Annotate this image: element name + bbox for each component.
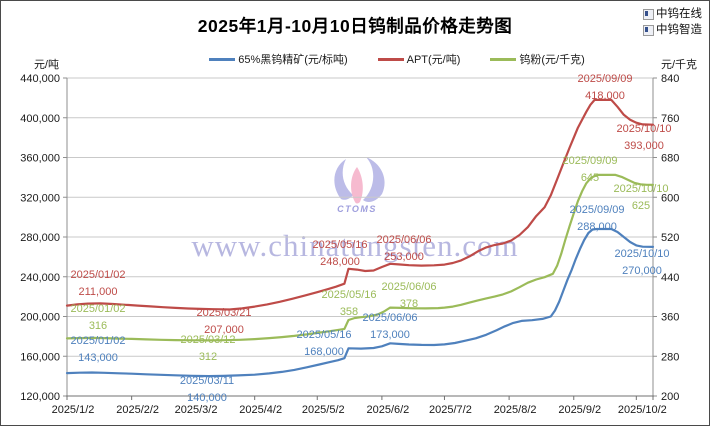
ctoms-logo: CTOMS [334, 157, 385, 214]
annotation-value: 211,000 [79, 286, 118, 298]
annotation-value: 288,000 [577, 221, 617, 233]
annotation-date: 2025/09/09 [569, 204, 624, 216]
y-axis-tick-label-right: 200 [661, 391, 679, 403]
legend-label: APT(元/吨) [406, 54, 461, 66]
x-axis-tick-label: 2025/7/2 [429, 404, 472, 416]
chart-title: 2025年1月-10月10日钨制品价格走势图 [197, 16, 513, 36]
y-axis-tick-label-right: 760 [661, 113, 679, 125]
annotation-value: 312 [199, 351, 217, 363]
annotation-date: 2025/09/09 [577, 73, 632, 85]
annotation-date: 2025/03/12 [180, 334, 235, 346]
y-axis-tick-label-right: 280 [661, 351, 679, 363]
legend-label: 65%黑钨精矿(元/标吨) [238, 54, 348, 66]
annotation-value: 358 [340, 306, 358, 318]
y-axis-tick-label-right: 840 [661, 73, 679, 85]
right-axis-unit: 元/千克 [661, 59, 698, 71]
legend-item-1: APT(元/吨) [377, 51, 461, 67]
annotation-value: 378 [400, 298, 418, 310]
annotation-date: 2025/01/02 [70, 303, 125, 315]
y-axis-tick-label-left: 160,000 [20, 351, 60, 363]
series-line-2 [65, 173, 655, 342]
annotation-date: 2025/05/16 [296, 329, 351, 341]
y-axis-tick-label-left: 280,000 [20, 232, 60, 244]
logo-right-petal [363, 157, 385, 202]
brand-label: 中钨在线 [656, 8, 702, 20]
annotation-value: 140,000 [187, 392, 227, 404]
logo-center-petal [351, 167, 363, 204]
brand-label: 中钨智造 [656, 24, 702, 36]
y-axis-tick-label-left: 120,000 [20, 391, 60, 403]
y-axis-tick-label-right: 360 [661, 312, 679, 324]
annotation-date: 2025/09/09 [562, 155, 617, 167]
annotation-value: 168,000 [304, 346, 344, 358]
logo-text: CTOMS [337, 204, 377, 214]
annotation-value: 393,000 [624, 140, 664, 152]
annotation-value: 316 [89, 320, 107, 332]
annotation-value: 645 [581, 172, 599, 184]
annotation-value: 173,000 [370, 329, 410, 341]
x-axis-tick-label: 2025/1/2 [52, 404, 95, 416]
legend-swatch [209, 57, 236, 61]
brand-link-smart[interactable]: 中钨智造 [643, 22, 702, 38]
annotation-date: 2025/03/11 [180, 375, 234, 387]
legend-swatch [377, 57, 404, 61]
x-axis-tick-label: 2025/10/2 [618, 404, 667, 416]
annotation-date: 2025/01/02 [70, 269, 125, 281]
brand-links: 中钨在线 中钨智造 [643, 6, 702, 38]
annotation-value: 270,000 [622, 265, 662, 277]
watermark-text: www.chinatungsten.com [191, 228, 519, 263]
y-axis-tick-label-left: 360,000 [20, 153, 60, 165]
annotation-date: 2025/10/10 [613, 183, 668, 195]
x-axis-tick-label: 2025/4/2 [239, 404, 282, 416]
x-axis-tick-label: 2025/9/2 [558, 404, 601, 416]
x-axis-tick-label: 2025/2/2 [116, 404, 159, 416]
annotation-value: 418,000 [585, 90, 625, 102]
y-axis-tick-label-right: 440 [661, 272, 679, 284]
legend-label: 钨粉(元/千克) [519, 54, 585, 66]
annotation-value: 143,000 [78, 352, 118, 364]
annotation-date: 2025/01/02 [70, 335, 125, 347]
favicon-icon [643, 24, 654, 36]
annotation-date: 2025/03/21 [196, 307, 251, 319]
series-line-0 [65, 227, 655, 378]
x-axis-tick-label: 2025/6/2 [366, 404, 409, 416]
y-axis-tick-label-left: 320,000 [20, 192, 60, 204]
series-line-1 [65, 98, 655, 311]
annotation-value: 207,000 [204, 324, 244, 336]
annotation-date: 2025/06/06 [376, 234, 431, 246]
y-axis-tick-label-right: 520 [661, 232, 679, 244]
legend-item-2: 钨粉(元/千克) [490, 51, 585, 67]
y-axis-tick-label-left: 200,000 [20, 312, 60, 324]
y-axis-tick-label-left: 440,000 [20, 73, 60, 85]
left-axis-unit: 元/吨 [33, 59, 59, 71]
x-axis-tick-label: 2025/8/2 [494, 404, 537, 416]
annotation-date: 2025/05/16 [321, 289, 376, 301]
legend-swatch [490, 57, 517, 61]
logo-left-petal [334, 159, 353, 200]
x-axis-tick-label: 2025/3/2 [175, 404, 218, 416]
annotation-date: 2025/05/16 [312, 239, 367, 251]
y-axis-tick-label-left: 400,000 [20, 113, 60, 125]
brand-link-ctia[interactable]: 中钨在线 [643, 6, 702, 22]
chart-legend: 65%黑钨精矿(元/标吨) APT(元/吨) 钨粉(元/千克) [43, 51, 709, 67]
annotation-date: 2025/06/06 [381, 281, 436, 293]
y-axis-tick-label-left: 240,000 [20, 272, 60, 284]
annotation-value: 625 [632, 200, 650, 212]
y-axis-tick-label-right: 600 [661, 192, 679, 204]
x-axis-tick-label: 2025/5/2 [302, 404, 345, 416]
annotation-date: 2025/10/10 [616, 123, 671, 135]
favicon-icon [643, 8, 654, 20]
annotation-value: 248,000 [320, 256, 360, 268]
y-axis-tick-label-right: 680 [661, 153, 679, 165]
annotation-date: 2025/10/10 [614, 248, 669, 260]
legend-item-0: 65%黑钨精矿(元/标吨) [209, 51, 348, 67]
annotation-value: 253,000 [384, 251, 424, 263]
annotation-date: 2025/06/06 [362, 312, 417, 324]
